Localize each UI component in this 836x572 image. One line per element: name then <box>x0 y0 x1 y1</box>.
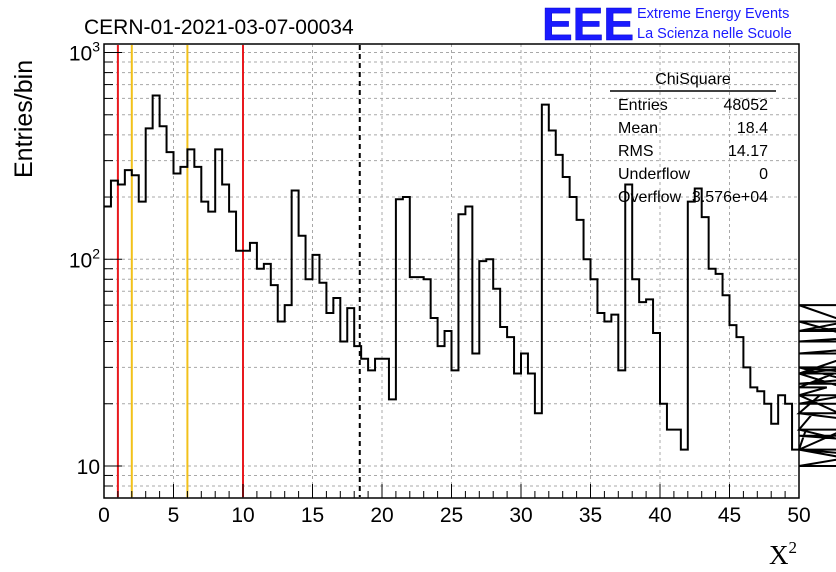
x-tick-label: 0 <box>98 504 110 527</box>
stats-label-mean: Mean <box>618 120 658 137</box>
y-axis-label: Entries/bin <box>10 60 38 178</box>
x-tick-label: 30 <box>509 504 532 527</box>
x-axis-label-exponent: 2 <box>789 538 798 557</box>
stats-label-entries: Entries <box>618 97 668 114</box>
stats-label-underflow: Underflow <box>618 166 690 183</box>
x-tick-label: 35 <box>579 504 602 527</box>
x-tick-labels: 0 5 10 15 20 25 30 35 40 45 50 <box>98 504 811 527</box>
x-tick-label: 5 <box>168 504 180 527</box>
stats-value-mean: 18.4 <box>737 120 768 137</box>
stats-label-rms: RMS <box>618 143 654 160</box>
stats-box: ChiSquare Entries 48052 Mean 18.4 RMS 14… <box>610 71 776 206</box>
histogram-series <box>104 94 836 467</box>
eee-logo: EEE Extreme Energy Events La Scienza nel… <box>542 0 792 50</box>
logo-line-1: Extreme Energy Events <box>637 6 789 22</box>
stats-title: ChiSquare <box>655 71 731 88</box>
stats-value-overflow: 3.576e+04 <box>692 189 768 206</box>
x-axis-label-base: X <box>769 540 789 570</box>
stats-value-rms: 14.17 <box>728 143 768 160</box>
y-tick-label: 102 <box>69 245 100 272</box>
grid <box>104 44 799 499</box>
x-tick-label: 40 <box>648 504 671 527</box>
stats-value-entries: 48052 <box>724 97 769 114</box>
y-tick-label: 103 <box>69 39 100 66</box>
x-tick-label: 10 <box>231 504 254 527</box>
axis-ticks <box>103 52 800 499</box>
y-tick-labels: 10 102 103 <box>69 39 100 479</box>
x-tick-label: 15 <box>301 504 324 527</box>
logo-mark: EEE <box>542 0 634 50</box>
x-axis-label: X2 <box>769 538 797 570</box>
y-tick-label: 10 <box>77 456 100 479</box>
chart-title: CERN-01-2021-03-07-00034 <box>84 16 354 39</box>
stats-label-overflow: Overflow <box>618 189 682 206</box>
stats-value-underflow: 0 <box>759 166 768 183</box>
x-tick-label: 45 <box>718 504 741 527</box>
x-tick-label: 25 <box>440 504 463 527</box>
reference-lines <box>116 45 361 497</box>
logo-line-2: La Scienza nelle Scuole <box>637 26 792 42</box>
x-tick-label: 20 <box>370 504 393 527</box>
x-tick-label: 50 <box>787 504 810 527</box>
